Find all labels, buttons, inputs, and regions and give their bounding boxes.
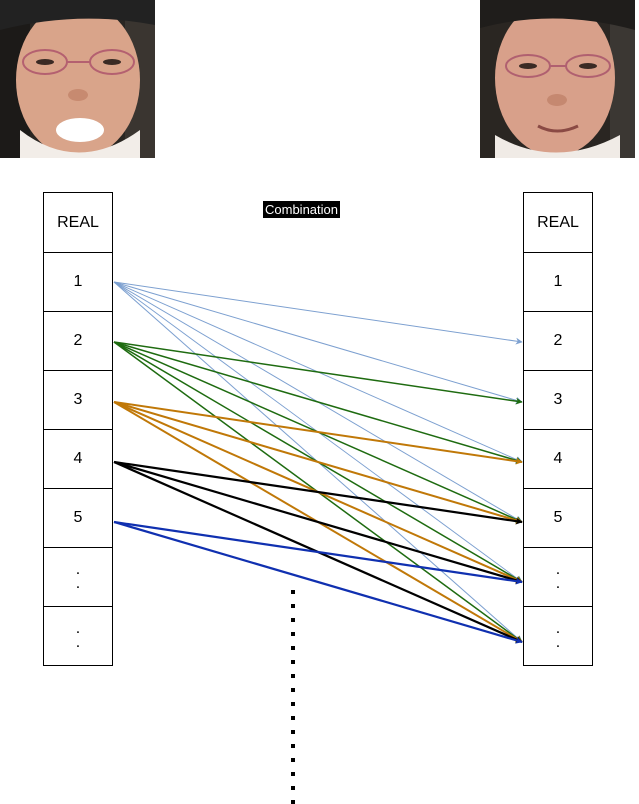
arrow-4-to-6: [113, 460, 523, 584]
right-header-cell: REAL: [523, 192, 593, 253]
arrow-4-to-5: [113, 460, 523, 525]
arrow-3-to-5: [113, 401, 523, 524]
combination-label: Combination: [263, 201, 340, 218]
face-photo-right: [480, 0, 635, 158]
left-real-column: REAL 1 2 3 4 5 . . . .: [43, 192, 113, 666]
arrow-5-to-6: [113, 520, 523, 585]
face-photo-left: [0, 0, 155, 158]
left-cell-3: 3: [43, 370, 113, 430]
arrow-1-to-3: [113, 281, 523, 404]
left-cell-ellipsis-2: . .: [43, 606, 113, 666]
right-cell-2: 2: [523, 311, 593, 371]
left-cell-4: 4: [43, 429, 113, 489]
arrow-2-to-4: [113, 341, 523, 464]
arrow-1-to-2: [113, 281, 523, 345]
right-cell-ellipsis-2: . .: [523, 606, 593, 666]
right-cell-ellipsis-1: . .: [523, 547, 593, 607]
arrow-2-to-3: [113, 341, 523, 405]
arrow-5-to-7: [113, 520, 523, 644]
left-header-cell: REAL: [43, 192, 113, 253]
left-cell-1: 1: [43, 252, 113, 312]
arrow-3-to-4: [113, 401, 523, 465]
right-real-column: REAL 1 2 3 4 5 . . . .: [523, 192, 593, 666]
right-cell-4: 4: [523, 429, 593, 489]
right-cell-1: 1: [523, 252, 593, 312]
vertical-continuation-dots: [291, 590, 295, 804]
left-cell-ellipsis-1: . .: [43, 547, 113, 607]
right-cell-3: 3: [523, 370, 593, 430]
